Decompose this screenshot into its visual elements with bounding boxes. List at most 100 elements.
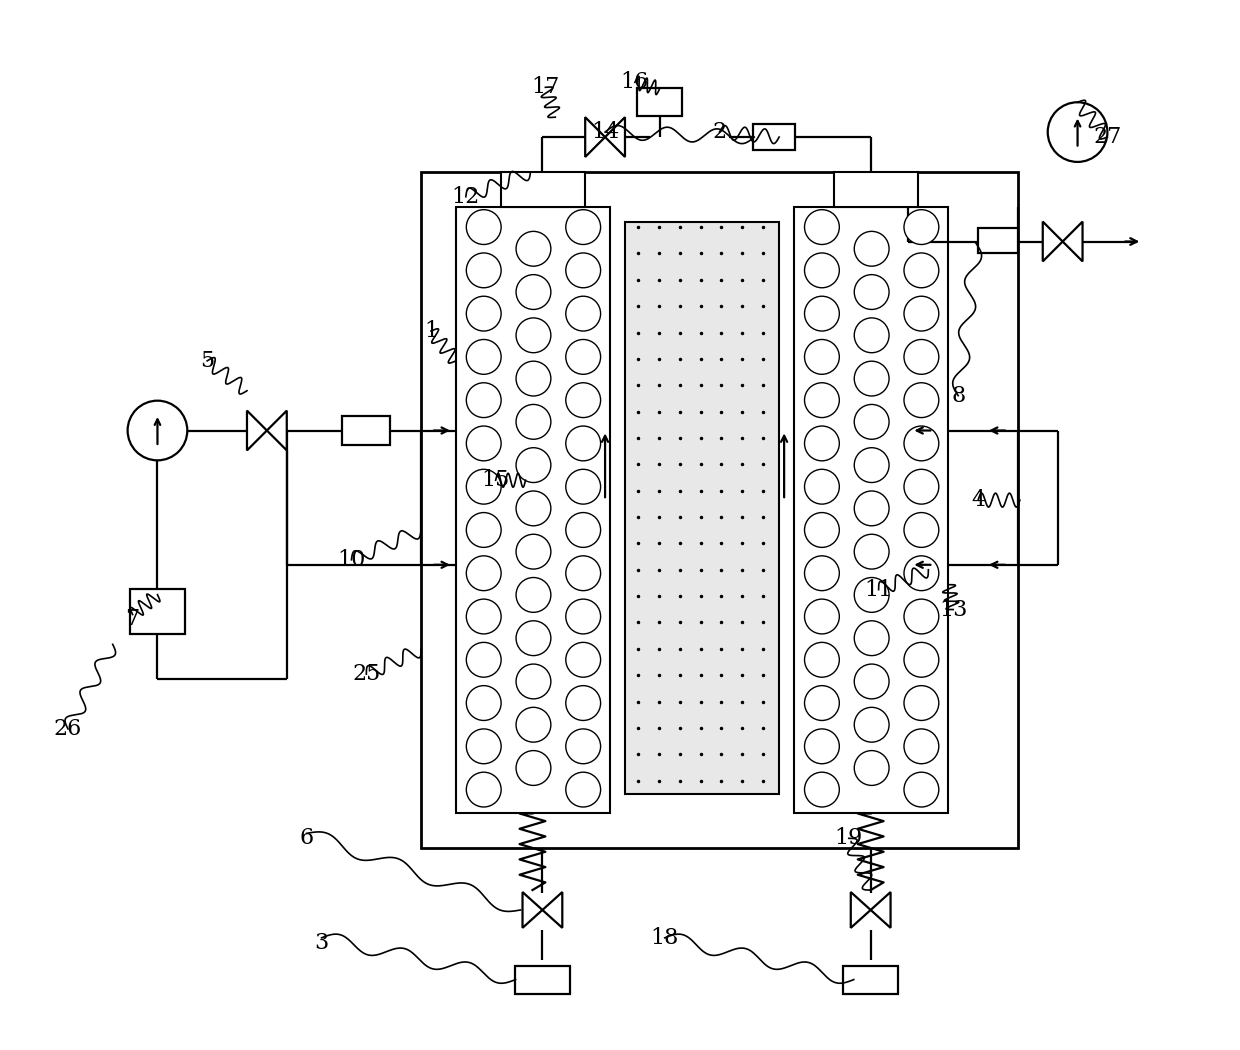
Circle shape [904,210,939,245]
Circle shape [854,231,889,267]
Bar [515,966,569,993]
Circle shape [516,621,551,655]
Text: 2: 2 [713,121,727,143]
Circle shape [565,512,600,547]
Circle shape [904,469,939,504]
Text: 18: 18 [651,927,680,949]
Circle shape [516,708,551,742]
Text: 26: 26 [53,718,82,740]
Circle shape [565,469,600,504]
Bar [794,207,949,814]
Text: 6: 6 [300,827,314,849]
Circle shape [805,643,839,677]
Circle shape [854,275,889,310]
Circle shape [516,361,551,396]
Circle shape [466,643,501,677]
Text: 7: 7 [125,609,140,630]
Text: 5: 5 [200,350,215,372]
Circle shape [904,383,939,418]
Bar [625,222,779,794]
Text: 3: 3 [315,931,329,953]
Bar [753,124,795,150]
Polygon shape [542,892,562,928]
Circle shape [904,253,939,288]
Circle shape [904,600,939,634]
Polygon shape [267,411,286,450]
Bar [501,172,585,207]
Text: 17: 17 [531,77,559,99]
Circle shape [854,404,889,439]
Circle shape [466,339,501,374]
Circle shape [516,491,551,526]
Circle shape [565,686,600,720]
Circle shape [904,512,939,547]
Circle shape [854,708,889,742]
Polygon shape [1043,222,1063,261]
Circle shape [904,426,939,461]
Text: 25: 25 [352,664,381,686]
Text: 13: 13 [939,598,967,621]
Polygon shape [851,892,870,928]
Circle shape [516,404,551,439]
Circle shape [805,469,839,504]
Text: 11: 11 [864,579,893,601]
Circle shape [805,555,839,591]
Bar [833,172,919,207]
Circle shape [466,210,501,245]
Circle shape [516,275,551,310]
Text: 1: 1 [424,320,438,342]
Circle shape [805,426,839,461]
Bar [422,172,1018,848]
Bar [130,589,185,634]
Polygon shape [1063,222,1083,261]
Circle shape [904,339,939,374]
Circle shape [805,383,839,418]
Circle shape [565,729,600,763]
Circle shape [565,772,600,807]
Text: 4: 4 [971,489,985,511]
Circle shape [904,772,939,807]
Circle shape [805,772,839,807]
Circle shape [904,643,939,677]
Text: 12: 12 [451,186,480,208]
Circle shape [466,383,501,418]
Circle shape [565,210,600,245]
Circle shape [854,534,889,569]
Circle shape [516,664,551,699]
Circle shape [805,729,839,763]
Circle shape [565,339,600,374]
Circle shape [516,447,551,483]
Circle shape [904,555,939,591]
Text: 14: 14 [591,121,619,143]
Polygon shape [870,892,890,928]
Circle shape [904,729,939,763]
Circle shape [466,729,501,763]
Text: 16: 16 [621,71,649,93]
Circle shape [805,512,839,547]
Circle shape [466,426,501,461]
Circle shape [565,555,600,591]
Circle shape [466,512,501,547]
Circle shape [466,253,501,288]
Text: 10: 10 [337,549,366,571]
Circle shape [516,578,551,612]
Circle shape [805,296,839,331]
Circle shape [565,253,600,288]
Bar [637,88,682,117]
Circle shape [904,296,939,331]
Polygon shape [605,118,625,156]
Circle shape [854,361,889,396]
Circle shape [854,751,889,785]
Circle shape [466,772,501,807]
Circle shape [805,600,839,634]
Circle shape [854,447,889,483]
Text: 15: 15 [481,469,510,491]
Circle shape [516,231,551,267]
Bar [843,966,898,993]
Circle shape [466,469,501,504]
Circle shape [565,600,600,634]
Circle shape [516,751,551,785]
Polygon shape [585,118,605,156]
Circle shape [854,318,889,353]
Circle shape [805,253,839,288]
